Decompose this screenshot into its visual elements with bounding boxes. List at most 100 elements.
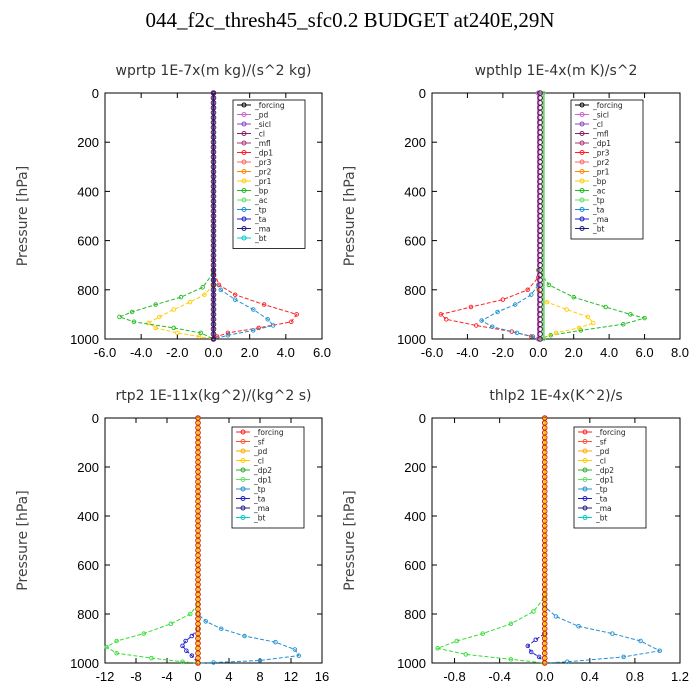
y-tick-label: 1000 xyxy=(397,656,426,671)
legend-marker xyxy=(579,102,585,108)
data-point xyxy=(513,302,518,307)
legend-entry: _ta xyxy=(254,215,266,224)
legend-marker xyxy=(240,486,246,492)
x-tick-label: 1.2 xyxy=(671,669,689,684)
legend-marker xyxy=(241,216,247,222)
x-tick-label: 0.8 xyxy=(626,669,644,684)
data-point xyxy=(114,650,119,656)
x-tick-label: -4.0 xyxy=(456,345,478,360)
y-tick-label: 1000 xyxy=(70,332,99,347)
y-tick-label: 200 xyxy=(77,460,99,475)
legend-marker xyxy=(582,429,588,435)
data-point xyxy=(296,653,302,658)
y-tick-label: 400 xyxy=(404,184,426,199)
data-point xyxy=(544,299,550,305)
data-point xyxy=(590,320,596,326)
legend-entry: _tp xyxy=(592,196,605,205)
legend-entry: _bp xyxy=(254,187,269,196)
panel-title: wprtp 1E-7x(m kg)/(s^2 kg) xyxy=(116,63,312,79)
legend-entry: _ma xyxy=(254,225,271,234)
legend-entry: _tp xyxy=(254,206,267,215)
data-point xyxy=(178,294,184,300)
data-point xyxy=(256,325,261,331)
x-tick-label: 4.0 xyxy=(277,345,295,360)
data-point xyxy=(468,304,474,310)
legend-marker xyxy=(579,197,585,203)
legend-marker xyxy=(241,102,247,108)
legend-entry: _pr3 xyxy=(592,149,610,158)
data-point xyxy=(141,631,146,636)
x-tick-label: -6.0 xyxy=(94,345,116,360)
legend-entry: _dp2 xyxy=(595,466,614,475)
data-point xyxy=(131,319,137,325)
x-tick-label: 8 xyxy=(256,669,263,684)
legend-marker xyxy=(240,458,246,463)
legend-entry: _tp xyxy=(253,485,266,494)
data-point xyxy=(196,334,202,339)
x-tick-label: -2.0 xyxy=(166,345,188,360)
series-line-bp xyxy=(537,93,647,340)
x-tick-label: 2.0 xyxy=(565,345,583,360)
data-point xyxy=(571,294,576,300)
y-tick-label: 200 xyxy=(404,135,426,150)
data-point xyxy=(225,333,231,338)
legend-entry: _ma xyxy=(595,504,612,513)
zero-marker xyxy=(541,660,548,666)
data-point xyxy=(576,325,582,331)
x-tick-label: -2.0 xyxy=(492,345,514,360)
data-point xyxy=(218,626,224,631)
legend-marker xyxy=(582,486,588,492)
y-tick-label: 600 xyxy=(404,234,426,249)
data-point xyxy=(479,318,484,323)
series-line-tp xyxy=(544,418,662,664)
legend-marker xyxy=(579,188,585,193)
panel-2: wpthlp 1E-4x(m K)/s^2 Pressure [hPa] 0 200 4… xyxy=(342,63,689,360)
data-point xyxy=(603,304,608,310)
legend-marker xyxy=(241,112,247,117)
legend-marker xyxy=(579,169,585,174)
legend-marker xyxy=(240,496,246,501)
legend-entry: _forcing xyxy=(253,428,284,437)
data-point xyxy=(438,312,444,317)
data-point xyxy=(129,309,135,315)
data-point xyxy=(189,633,195,639)
data-point xyxy=(251,307,256,312)
data-point xyxy=(202,292,207,297)
data-point xyxy=(528,649,534,655)
data-point xyxy=(153,302,158,307)
panel-1: wprtp 1E-7x(m kg)/(s^2 kg) Pressure [hPa]… xyxy=(15,63,331,360)
legend-entry: _cl xyxy=(592,120,603,129)
legend-entry: _mfl xyxy=(254,139,271,148)
y-tick-label: 800 xyxy=(77,607,99,622)
legend-entry: _sicl xyxy=(254,120,271,129)
data-point xyxy=(257,658,263,663)
panel-3: rtp2 1E-11x(kg^2)/(kg^2 s) Pressure [hPa]… xyxy=(15,388,329,684)
legend-entry: _ta xyxy=(592,206,604,215)
legend-entry: _pd xyxy=(595,447,610,456)
legend-entry: _pd xyxy=(254,111,269,120)
data-point xyxy=(508,621,514,627)
panel-4: thlp2 1E-4x(K^2)/s Pressure [hPa] 0 200 400 6… xyxy=(342,388,689,684)
legend-entry: _dp2 xyxy=(253,466,272,475)
data-point xyxy=(242,633,247,639)
legend-entry: _ac xyxy=(254,196,267,205)
legend-marker xyxy=(241,178,247,184)
legend-entry: _dp1 xyxy=(254,149,273,158)
plot-frame xyxy=(431,417,681,664)
x-tick-label: 2.0 xyxy=(241,345,259,360)
x-tick-label: 0.4 xyxy=(581,669,599,684)
legend-marker xyxy=(579,226,585,231)
legend-marker xyxy=(240,467,246,473)
legend-marker xyxy=(240,515,246,520)
legend-marker xyxy=(582,458,588,463)
legend-marker xyxy=(241,235,247,241)
x-tick-label: 4 xyxy=(225,669,232,684)
legend-marker xyxy=(241,131,247,136)
legend-entry: _dp1 xyxy=(253,476,272,485)
y-axis-label: Pressure [hPa] xyxy=(342,166,358,266)
data-point xyxy=(273,639,278,645)
legend-entry: _ta xyxy=(253,495,265,504)
data-point xyxy=(189,653,195,658)
legend-entry: _cl xyxy=(595,457,606,466)
